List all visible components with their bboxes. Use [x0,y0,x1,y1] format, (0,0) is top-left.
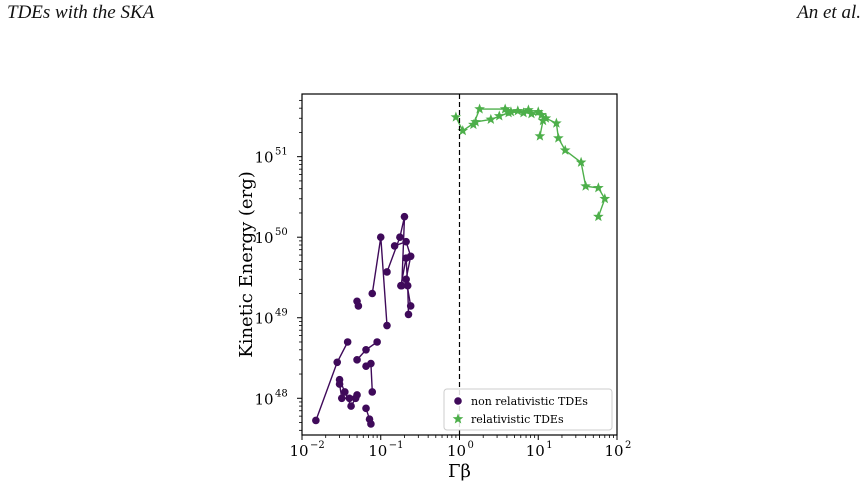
x-tick-exponent-2: 0 [468,440,474,451]
legend-label-0: non relativistic TDEs [471,395,588,408]
nonrel-point-7-2 [383,321,391,330]
rel-point-1-0 [468,119,479,130]
nonrel-point-1-1 [337,394,346,403]
x-tick-exponent-1: −1 [389,440,404,451]
legend-label-1: relativistic TDEs [471,413,564,426]
rel-point-0-11 [575,156,587,167]
nonrel-point-5-0 [362,404,370,413]
nonrel-point-2-3 [351,394,360,403]
nonrel-point-8-0 [383,268,391,276]
rel-point-0-12 [580,180,591,191]
rel-point-1-7 [534,130,546,141]
nonrel-point-8-2 [400,212,409,221]
rel-point-1-3 [512,105,524,116]
rel-point-1-2 [499,103,511,114]
rel-point-0-6 [532,106,544,117]
rel-point-0-0 [450,111,462,122]
nonrel-point-9-0 [390,242,399,250]
nonrel-point-7-1 [376,233,385,242]
nonrel-point-10-2 [403,281,412,290]
rel-point-0-7 [540,112,552,123]
nonrel-point-2-2 [347,402,355,410]
y-tick-label-0: 10 [254,390,273,408]
nonrel-point-2-0 [335,375,344,384]
series-tracks [315,108,606,425]
axis-ticks [297,99,618,440]
legend: non relativistic TDEs relativistic TDEs [443,388,613,431]
nonrel-point-4-2 [368,388,377,396]
nonrel-point-3-2 [373,338,381,346]
rel-point-1-5 [536,109,547,120]
rel-point-0-15 [593,211,604,222]
legend-marker-nonrel [454,397,462,405]
x-tick-label-0: 10 [289,442,308,460]
rel-point-0-9 [553,132,564,143]
nonrel-point-0-0 [312,416,320,425]
axes-frame [301,93,618,436]
y-axis-label: Kinetic Energy (erg) [236,171,257,357]
series-markers [312,103,611,428]
rel-point-0-8 [551,117,562,128]
nonrel-track-10 [400,257,410,315]
y-tick-exponent-1: 49 [275,308,288,319]
x-tick-label-2: 10 [447,442,466,460]
y-tick-exponent-2: 50 [275,227,288,238]
rel-point-0-1 [457,125,469,136]
nonrel-point-9-4 [406,302,415,310]
y-tick-exponent-3: 51 [275,147,288,158]
rel-point-2-0 [493,110,505,121]
running-header-title: TDEs with the SKA [7,2,155,23]
nonrel-point-5-2 [367,420,375,428]
nonrel-point-1-2 [345,394,354,403]
x-tick-exponent-4: 2 [625,440,631,451]
nonrel-track-7 [371,237,388,326]
rel-point-1-1 [474,103,485,114]
nonrel-point-3-1 [362,345,370,354]
rel-point-0-13 [593,182,604,193]
nonrel-point-9-3 [402,275,410,284]
rel-point-2-1 [505,106,517,117]
x-tick-exponent-0: −2 [310,440,325,451]
nonrel-point-0-2 [343,338,352,346]
rel-point-2-2 [518,107,529,118]
nonrel-point-2-1 [341,388,349,396]
running-header-authors: An et al. [797,2,861,23]
nonrel-point-10-1 [402,254,410,262]
nonrel-point-8-1 [396,233,404,242]
y-tick-label-1: 10 [254,310,273,328]
nonrel-point-9-1 [402,237,410,246]
rel-point-0-3 [485,113,497,124]
y-tick-label-2: 10 [254,229,273,247]
rel-point-0-14 [599,193,611,204]
nonrel-point-4-1 [367,359,375,368]
x-tick-label-4: 10 [604,442,623,460]
nonrel-point-0-1 [333,358,342,367]
nonrel-track-8 [386,216,406,286]
rel-point-0-5 [523,104,534,115]
rel-point-1-4 [526,108,537,119]
x-axis-label: Γβ [448,461,471,482]
nonrel-point-6-1 [354,302,363,310]
nonrel-point-3-0 [353,356,361,364]
legend-box [443,388,613,431]
nonrel-point-7-0 [368,289,377,298]
y-tick-label-3: 10 [254,149,273,167]
x-tick-label-3: 10 [526,442,545,460]
rel-point-1-6 [537,115,549,126]
nonrel-point-10-0 [397,281,405,290]
rel-track-0 [455,109,606,217]
x-tick-exponent-3: 1 [546,440,552,451]
nonrel-point-10-3 [404,310,413,319]
legend-marker-rel [452,413,464,424]
rel-point-0-10 [559,144,571,155]
y-tick-exponent-0: 48 [275,388,288,399]
rel-point-0-2 [470,116,481,127]
x-tick-label-1: 10 [368,442,387,460]
